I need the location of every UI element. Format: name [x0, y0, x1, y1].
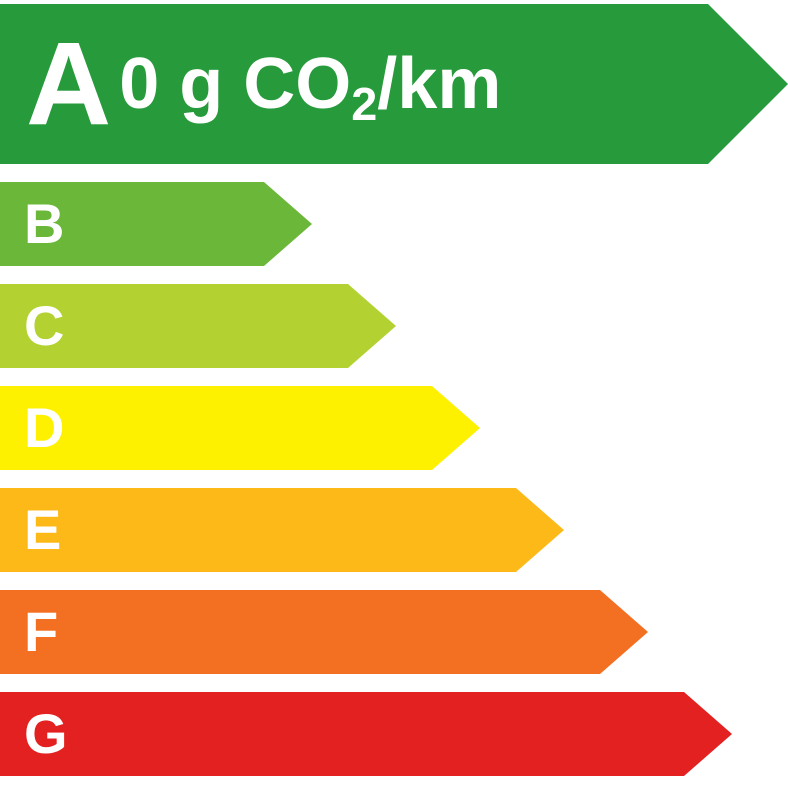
energy-row-a: A0 g CO2/km	[0, 4, 788, 164]
arrow-shape: F	[0, 590, 648, 674]
rating-letter: F	[24, 604, 58, 660]
energy-row-g: G	[0, 692, 732, 776]
energy-row-d: D	[0, 386, 480, 470]
energy-row-c: C	[0, 284, 396, 368]
arrow-shape: E	[0, 488, 564, 572]
energy-label-chart: A0 g CO2/km BCDEFG	[0, 0, 788, 788]
arrow-shape: C	[0, 284, 396, 368]
rating-letter: B	[24, 196, 64, 252]
value-subscript: 2	[351, 78, 377, 130]
rating-letter: A	[26, 25, 111, 143]
energy-row-e: E	[0, 488, 564, 572]
arrow-shape: D	[0, 386, 480, 470]
rating-letter: C	[24, 298, 64, 354]
rating-letter: D	[24, 400, 64, 456]
energy-row-f: F	[0, 590, 648, 674]
arrow-shape: B	[0, 182, 312, 266]
arrow-shape: G	[0, 692, 732, 776]
energy-row-b: B	[0, 182, 312, 266]
rating-letter: G	[24, 706, 68, 762]
value-suffix: /km	[377, 44, 501, 124]
rating-value: 0 g CO2/km	[119, 48, 501, 120]
value-prefix: 0 g CO	[119, 44, 351, 124]
arrow-shape: A0 g CO2/km	[0, 4, 788, 164]
rating-letter: E	[24, 502, 61, 558]
